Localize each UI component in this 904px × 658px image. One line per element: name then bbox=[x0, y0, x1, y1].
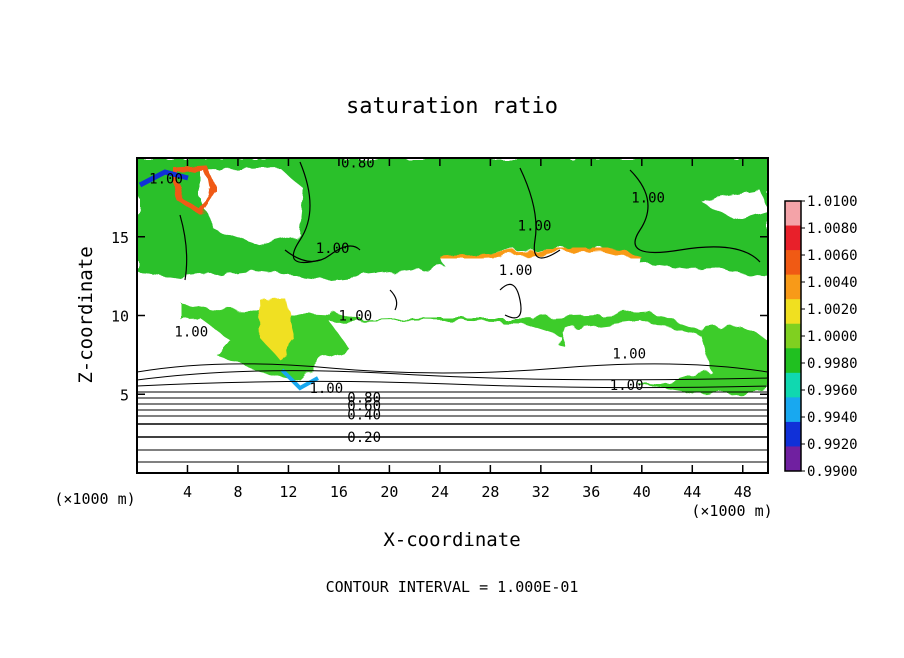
x-axis-ticks: 4 8 12 16 20 24 28 32 36 40 44 48 bbox=[183, 158, 752, 501]
y-axis-unit: (×1000 m) bbox=[54, 490, 135, 508]
y-tick-label: 10 bbox=[111, 308, 129, 326]
x-axis-label: X-coordinate bbox=[383, 529, 520, 551]
supersat-edge-3 bbox=[439, 245, 641, 260]
x-tick-label: 40 bbox=[633, 483, 651, 501]
colorbar-tick-label: 1.0040 bbox=[807, 275, 858, 291]
contour-label: 1.00 bbox=[612, 346, 646, 362]
dry-region-1 bbox=[200, 168, 305, 245]
contour-label: 1.00 bbox=[338, 309, 372, 325]
colorbar-swatch bbox=[785, 397, 801, 423]
colorbar-swatch bbox=[785, 274, 801, 300]
colorbar-tick-label: 1.0060 bbox=[807, 248, 858, 264]
upper-contour-lines bbox=[179, 161, 761, 319]
dry-region-4 bbox=[140, 280, 350, 315]
dry-region-6 bbox=[560, 320, 710, 385]
colorbar-tick-label: 1.0080 bbox=[807, 221, 858, 237]
colorbar-tick-label: 1.0020 bbox=[807, 302, 858, 318]
dry-region-5 bbox=[330, 320, 560, 375]
colorbar-swatch bbox=[785, 225, 801, 251]
contour-label: 0.80 bbox=[341, 156, 375, 172]
contour-interval-note: CONTOUR INTERVAL = 1.000E-01 bbox=[326, 578, 579, 596]
contour-label: 1.00 bbox=[174, 324, 208, 340]
x-axis-unit: (×1000 m) bbox=[691, 502, 772, 520]
x-tick-label: 44 bbox=[683, 483, 701, 501]
colorbar-swatch bbox=[785, 372, 801, 398]
dry-region-8 bbox=[700, 190, 768, 220]
x-tick-label: 20 bbox=[380, 483, 398, 501]
dry-region-3 bbox=[650, 268, 760, 300]
colorbar-tick-label: 0.9960 bbox=[807, 383, 858, 399]
colorbar-tick-label: 1.0100 bbox=[807, 194, 858, 210]
colorbar-tick-label: 0.9920 bbox=[807, 437, 858, 453]
x-tick-label: 8 bbox=[233, 483, 242, 501]
colorbar-tick-label: 0.9900 bbox=[807, 464, 858, 480]
supersat-edge-2 bbox=[260, 298, 295, 360]
contour-label: 0.80 bbox=[347, 390, 381, 406]
contour-label: 1.00 bbox=[499, 263, 533, 279]
colorbar-swatch bbox=[785, 299, 801, 325]
contour-label: 1.00 bbox=[610, 378, 644, 394]
colorbar-tick-label: 0.9980 bbox=[807, 356, 858, 372]
contour-label: 1.00 bbox=[149, 171, 183, 187]
colorbar-tick-label: 1.0000 bbox=[807, 329, 858, 345]
contour-label: 0.40 bbox=[347, 408, 381, 424]
contour-label: 1.00 bbox=[518, 219, 552, 235]
contour-label: 0.60 bbox=[347, 398, 381, 414]
x-tick-label: 24 bbox=[431, 483, 449, 501]
x-tick-label: 48 bbox=[734, 483, 752, 501]
contour-label: 0.20 bbox=[347, 430, 381, 446]
x-tick-label: 32 bbox=[532, 483, 550, 501]
colorbar-tick-label: 0.9940 bbox=[807, 410, 858, 426]
chart-title: saturation ratio bbox=[346, 94, 558, 119]
lower-contour-layers bbox=[137, 363, 768, 463]
dry-region-2 bbox=[440, 248, 640, 288]
colorbar-swatch bbox=[785, 348, 801, 374]
x-tick-label: 4 bbox=[183, 483, 192, 501]
contour-label: 1.00 bbox=[309, 381, 343, 397]
subsat-edge-1 bbox=[138, 169, 189, 188]
x-tick-label: 36 bbox=[582, 483, 600, 501]
x-tick-label: 12 bbox=[279, 483, 297, 501]
contour-labels: 0.801.001.001.001.001.001.001.001.001.00… bbox=[149, 156, 665, 446]
dry-region-7 bbox=[140, 318, 230, 365]
supersat-edge-1 bbox=[172, 165, 218, 216]
y-tick-label: 15 bbox=[111, 229, 129, 247]
y-axis-ticks: 5 10 15 bbox=[111, 229, 768, 404]
contour-label: 1.00 bbox=[316, 241, 350, 257]
y-axis-label: Z-coordinate bbox=[75, 246, 97, 383]
colorbar-swatch bbox=[785, 421, 801, 447]
y-tick-label: 5 bbox=[120, 386, 129, 404]
saturation-field bbox=[137, 158, 768, 473]
colorbar-swatch bbox=[785, 201, 801, 227]
x-tick-label: 16 bbox=[330, 483, 348, 501]
colorbar: 1.0100 1.0080 1.0060 1.0040 1.0020 1.0000 0.99… bbox=[784, 194, 858, 480]
colorbar-swatch bbox=[785, 250, 801, 276]
colorbar-swatch bbox=[785, 446, 801, 472]
contour-label: 1.00 bbox=[631, 190, 665, 206]
x-tick-label: 28 bbox=[481, 483, 499, 501]
colorbar-swatch bbox=[785, 323, 801, 349]
